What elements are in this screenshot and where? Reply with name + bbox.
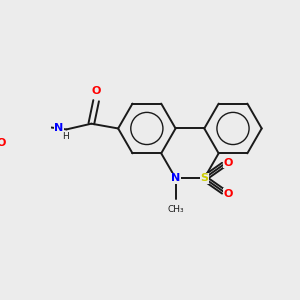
Text: O: O <box>224 188 233 199</box>
Text: N: N <box>54 124 64 134</box>
Text: O: O <box>224 158 233 168</box>
Text: CH₃: CH₃ <box>167 205 184 214</box>
Text: N: N <box>171 173 180 183</box>
Text: S: S <box>200 173 208 183</box>
Text: O: O <box>92 86 101 96</box>
Text: H: H <box>62 132 69 141</box>
Text: O: O <box>0 138 6 148</box>
